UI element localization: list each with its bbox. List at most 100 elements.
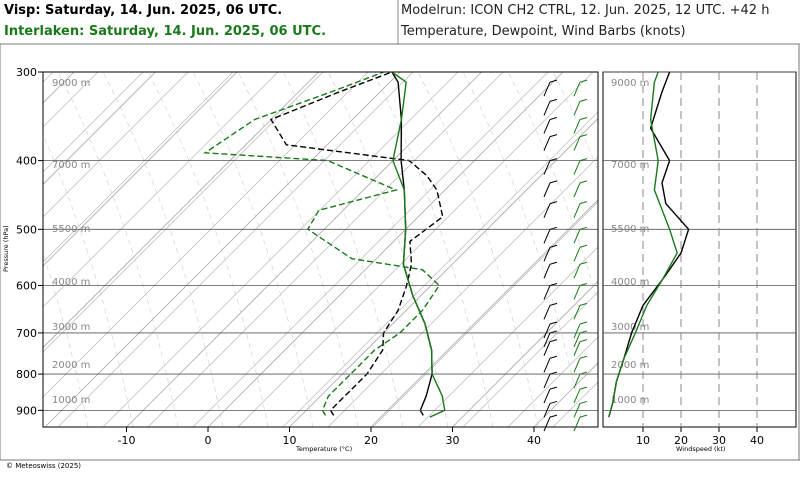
moist-adiabat-line [462, 72, 584, 427]
wind-barb [543, 323, 551, 339]
wind-barb-flag [579, 355, 588, 359]
wind-altitude-label: 9000 m [611, 78, 649, 89]
skewt-plot-area [43, 7, 800, 427]
altitude-label: 4000 m [52, 277, 90, 288]
wind-barb [573, 136, 581, 151]
wind-barb [543, 341, 551, 356]
wind-barb-flag [549, 282, 558, 286]
wind-barb [573, 305, 581, 320]
wind-barb-flag [579, 400, 588, 404]
wind-altitude-label: 5500 m [611, 224, 649, 235]
interlaken-dewpoint-line [202, 72, 441, 416]
isotherm-line [452, 280, 598, 427]
altitude-label: 7000 m [52, 160, 90, 171]
wind-barb-flag [579, 330, 588, 334]
wind-barb-flag [579, 339, 588, 343]
isotherm-line [126, 72, 482, 427]
wind-barb [573, 101, 581, 116]
x-tick-label: 20 [364, 434, 378, 447]
isotherm-line [43, 72, 156, 186]
adiabat-line [43, 72, 369, 398]
wind-barb-flag [579, 244, 588, 248]
moist-adiabat-line [417, 72, 539, 427]
wind-barb [543, 285, 551, 300]
wind-barb [573, 264, 581, 279]
isotherm-line [43, 72, 238, 267]
y-tick-label: 900 [16, 404, 37, 417]
y-tick-label: 800 [16, 368, 37, 381]
wind-barb-flag [549, 261, 558, 265]
wind-barb [543, 160, 551, 175]
wind-barb-flag [579, 321, 588, 325]
y-tick-label: 600 [16, 279, 37, 292]
y-axis-label: Pressure (hPa) [2, 225, 10, 272]
wind-altitude-label: 1000 m [611, 395, 649, 406]
adiabat-line [57, 72, 414, 427]
altitude-label: 3000 m [52, 322, 90, 333]
x-tick-label: 30 [446, 434, 460, 447]
wind-altitude-label: 3000 m [611, 322, 649, 333]
wind-x-tick-label: 20 [674, 434, 688, 447]
isotherm-line [207, 72, 564, 427]
isotherm-line [44, 72, 401, 427]
wind-barb-flag [549, 414, 558, 418]
wind-barb-flag [579, 201, 588, 205]
wind-barb-flag [579, 371, 588, 375]
adiabat-line [507, 336, 598, 427]
wind-barb [543, 247, 551, 262]
wind-barb [573, 182, 581, 198]
wind-barb [543, 203, 551, 218]
wind-barb-flag [549, 339, 558, 343]
x-tick-label: -10 [118, 434, 136, 447]
moist-adiabat-line [282, 72, 404, 427]
wind-barb-flag [579, 386, 588, 390]
x-tick-label: 40 [527, 434, 541, 447]
wind-barb-flag [549, 302, 558, 306]
adiabat-line [43, 72, 234, 263]
adiabat-line [462, 291, 598, 427]
moist-adiabat-line [237, 72, 359, 427]
wind-barb-flag [549, 355, 558, 359]
wind-altitude-label: 7000 m [611, 160, 649, 171]
x-tick-label: 10 [283, 434, 297, 447]
wind-barb-flag [579, 98, 588, 102]
wind-barb [543, 264, 551, 279]
wind-barb [543, 119, 551, 134]
wind-barb-flag [549, 330, 558, 334]
adiabat-line [282, 111, 598, 427]
skewt-panel: 9000 m 7000 m 5500 m 4000 m 3000 m 2000 m 1000… [16, 7, 800, 447]
y-tick-label: 700 [16, 327, 37, 340]
altitude-label: 1000 m [52, 395, 90, 406]
visp-dewpoint-line [269, 72, 444, 416]
adiabat-line [43, 72, 279, 308]
wind-barb-flag [579, 261, 588, 265]
adiabat-line [192, 72, 549, 427]
wind-barb [573, 341, 581, 356]
moist-adiabat-line [552, 72, 598, 172]
copyright-text: © Meteoswiss (2025) [6, 462, 82, 470]
adiabat-line [778, 7, 800, 427]
moist-adiabat-line [507, 72, 598, 304]
wind-barb-flag [549, 371, 558, 375]
wind-barb [573, 323, 581, 339]
wind-barb-flag [579, 282, 588, 286]
wind-barb [573, 285, 581, 300]
modelrun-label: Modelrun: ICON CH2 CTRL, 12. Jun. 2025, … [401, 3, 770, 18]
wind-barb [573, 416, 581, 432]
wind-barb [543, 136, 551, 151]
wind-barb-flag [549, 321, 558, 325]
wind-x-tick-label: 10 [636, 434, 650, 447]
adiabat-line [688, 7, 800, 427]
wind-altitude-label: 4000 m [611, 277, 649, 288]
adiabat-line [327, 156, 598, 427]
wind-barb [573, 119, 581, 134]
adiabat-line [372, 201, 598, 427]
y-tick-label: 500 [16, 223, 37, 236]
moist-adiabat-line [102, 72, 224, 427]
fields-label: Temperature, Dewpoint, Wind Barbs (knots… [401, 24, 686, 39]
moist-adiabat-line [147, 72, 269, 427]
wind-barb [543, 229, 551, 244]
wind-barb-flag [579, 116, 588, 120]
